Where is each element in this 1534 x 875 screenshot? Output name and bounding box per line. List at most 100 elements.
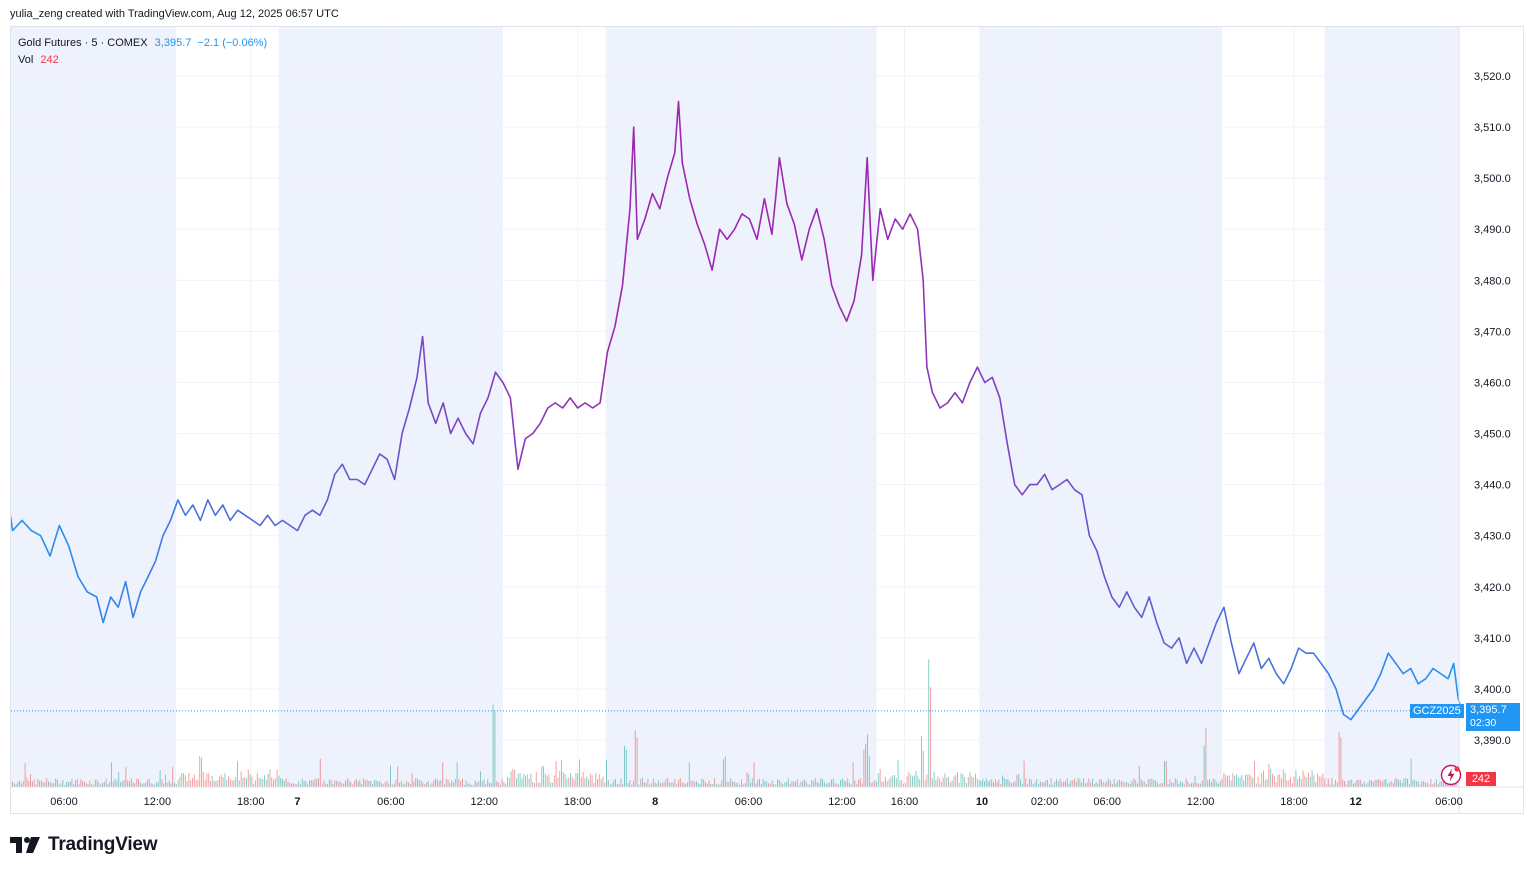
volume-bar-497	[906, 776, 908, 787]
volume-bar-693	[1259, 783, 1261, 787]
volume-bar-18	[44, 782, 46, 787]
volume-bar-75	[147, 779, 148, 787]
volume-bar-44	[91, 784, 93, 787]
volume-bar-297	[546, 775, 548, 787]
volume-bar-286	[526, 774, 528, 787]
price-change-value: −2.1 (−0.06%)	[197, 37, 268, 49]
volume-bar-307	[564, 774, 566, 787]
volume-bar-386	[706, 783, 708, 787]
y-tick-label: 3,390.0	[1474, 735, 1511, 747]
volume-bar-514	[937, 776, 939, 787]
volume-bar-124	[235, 777, 237, 787]
volume-bar-455	[831, 779, 832, 787]
y-tick-label: 3,460.0	[1474, 377, 1511, 389]
lightning-icon[interactable]	[1440, 764, 1462, 786]
volume-bar-774	[1405, 778, 1407, 787]
volume-bar-167	[312, 780, 314, 787]
volume-bar-656	[1192, 782, 1194, 787]
volume-bar-627	[1140, 779, 1142, 787]
volume-bar-132	[249, 773, 251, 787]
volume-bar-490	[894, 775, 895, 787]
volume-bar-139	[262, 779, 264, 787]
volume-bar-381	[697, 783, 699, 787]
volume-bar-291	[535, 771, 537, 787]
volume-bar-435	[795, 781, 796, 787]
chart-frame[interactable]: 3,390.0 3,400.0 3,410.0 3,420.0 3,430.0 3,440…	[10, 26, 1524, 814]
volume-bar-421	[769, 783, 771, 787]
volume-bar-271	[499, 784, 501, 787]
volume-bar-472	[861, 783, 863, 787]
volume-bar-645	[1173, 782, 1174, 787]
y-tick-label: 3,490.0	[1474, 224, 1511, 236]
volume-bar-168	[314, 778, 316, 787]
volume-bar-527	[960, 773, 962, 787]
volume-bar-462	[843, 780, 845, 787]
volume-bar-559	[1018, 773, 1020, 787]
volume-bar-476	[868, 755, 870, 787]
volume-bar-87	[168, 780, 170, 787]
volume-bar-220	[408, 782, 409, 787]
volume-bar-778	[1412, 780, 1414, 787]
volume-bar-350	[642, 777, 643, 787]
volume-label[interactable]: Vol	[18, 54, 34, 66]
volume-bar-691	[1255, 783, 1257, 787]
volume-bar-128	[242, 777, 244, 787]
volume-bar-722	[1311, 770, 1313, 787]
volume-bar-38	[80, 779, 82, 787]
volume-bar-231	[427, 781, 429, 787]
volume-bar-19	[46, 778, 48, 787]
volume-bar-727	[1320, 776, 1322, 787]
volume-bar-141	[265, 779, 267, 787]
volume-bar-575	[1047, 779, 1048, 787]
volume-bar-493	[899, 780, 901, 787]
volume-bar-657	[1194, 776, 1196, 787]
volume-bar-99	[190, 780, 192, 787]
volume-bar-589	[1072, 779, 1074, 787]
volume-bar-459	[838, 784, 840, 787]
volume-bar-257	[474, 780, 476, 787]
volume-bar-299	[550, 782, 552, 787]
volume-bar-554	[1009, 781, 1011, 787]
volume-bar-65	[129, 781, 130, 787]
volume-bar-511	[931, 778, 933, 787]
tradingview-logo[interactable]: TradingView	[10, 834, 158, 856]
volume-bar-332	[609, 784, 611, 787]
volume-bar-698	[1268, 763, 1270, 787]
volume-bar-362	[663, 782, 665, 787]
volume-bar-201	[373, 780, 375, 787]
volume-bar-771	[1399, 780, 1401, 787]
volume-bar-643	[1169, 779, 1171, 787]
volume-bar-640	[1164, 760, 1165, 787]
volume-bar-81	[157, 781, 159, 787]
volume-bar-701	[1273, 776, 1275, 787]
ticker-tag-label: GCZ2025	[1413, 705, 1461, 717]
volume-bar-666	[1210, 782, 1212, 787]
volume-bar-565	[1029, 778, 1030, 787]
volume-bar-781	[1417, 781, 1419, 787]
volume-bar-414	[757, 780, 759, 787]
volume-bar-467	[852, 762, 854, 787]
volume-bar-365	[669, 782, 670, 787]
volume-bar-446	[814, 778, 816, 787]
volume-bar-200	[372, 784, 373, 787]
volume-bar-553	[1007, 779, 1009, 787]
volume-bar-692	[1257, 776, 1259, 787]
volume-bar-241	[445, 778, 447, 787]
volume-bar-147	[276, 769, 278, 787]
volume-bar-738	[1340, 737, 1342, 787]
volume-bar-662	[1203, 745, 1205, 787]
volume-bar-356	[652, 778, 654, 787]
volume-bar-188	[350, 782, 352, 787]
volume-bar-177	[330, 780, 332, 787]
ticker-price-tag: GCZ2025	[1410, 704, 1464, 718]
price-chart[interactable]: 3,390.0 3,400.0 3,410.0 3,420.0 3,430.0 3,440…	[11, 27, 1523, 813]
volume-bar-107	[204, 780, 206, 787]
volume-bar-616	[1120, 781, 1122, 787]
volume-bar-343	[629, 780, 631, 787]
x-tick-label: 06:00	[50, 796, 78, 808]
volume-bar-788	[1430, 779, 1432, 787]
symbol-label[interactable]: Gold Futures · 5 · COMEX	[18, 37, 148, 49]
volume-bar-284	[523, 774, 525, 787]
volume-bar-790	[1434, 782, 1435, 787]
volume-bar-474	[865, 743, 867, 787]
